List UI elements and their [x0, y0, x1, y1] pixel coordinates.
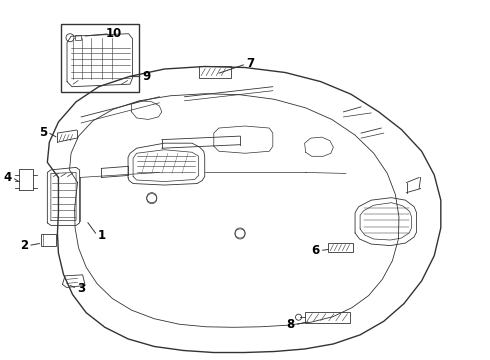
- Text: 4: 4: [4, 171, 12, 184]
- Bar: [41, 234, 56, 246]
- Text: 3: 3: [77, 282, 85, 295]
- Bar: [328, 243, 352, 252]
- Text: 1: 1: [97, 229, 105, 242]
- Text: 2: 2: [20, 239, 28, 252]
- Text: 8: 8: [286, 318, 294, 331]
- Text: 9: 9: [143, 70, 151, 83]
- Bar: [305, 312, 350, 323]
- Text: 10: 10: [106, 27, 122, 40]
- Bar: [198, 67, 231, 78]
- Text: 5: 5: [39, 126, 48, 139]
- Bar: [61, 24, 139, 92]
- Bar: [75, 35, 81, 40]
- Text: 7: 7: [246, 58, 254, 71]
- Text: 6: 6: [312, 244, 320, 257]
